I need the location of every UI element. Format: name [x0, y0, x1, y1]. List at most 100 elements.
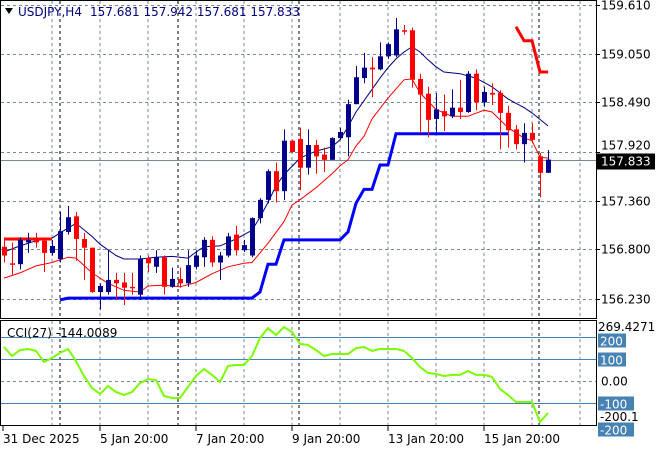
bull-candle	[546, 159, 551, 173]
grid	[1, 1, 596, 425]
bull-candle	[58, 231, 63, 259]
triangle-down-icon[interactable]	[5, 8, 13, 14]
current-price-box	[597, 153, 655, 170]
cci-level-label: 200	[600, 335, 623, 349]
bull-candle	[226, 236, 231, 256]
bear-candle	[10, 263, 15, 265]
cci-max-label: 269.4271	[598, 320, 655, 334]
bull-candle	[242, 245, 247, 251]
bear-candle	[490, 92, 495, 95]
bear-candle	[290, 140, 295, 152]
bull-candle	[306, 145, 311, 168]
bull-candle	[218, 255, 223, 263]
cci-level-box	[598, 333, 626, 348]
bull-candle	[154, 257, 159, 267]
bear-candle	[426, 93, 431, 120]
price-tick-label: 157.360	[601, 195, 651, 209]
bull-candle	[18, 239, 23, 265]
cci-level-box	[598, 422, 634, 437]
bear-candle	[498, 92, 503, 113]
bear-candle	[530, 132, 535, 140]
bull-candle	[450, 107, 455, 117]
bear-candle	[458, 107, 463, 112]
bear-candle	[506, 112, 511, 131]
bull-candle	[522, 132, 527, 145]
cci-pane: 200 100 0.00 -100 -200 269.4271 -200.1	[1, 320, 655, 438]
bear-candle	[114, 279, 119, 284]
bear-candle	[146, 258, 151, 264]
bull-candle	[138, 258, 143, 295]
time-tick-label: 9 Jan 20:00	[292, 432, 360, 446]
bear-candle	[210, 239, 215, 263]
bear-candle	[402, 30, 407, 32]
bull-candle	[170, 278, 175, 287]
bull-candle	[258, 199, 263, 219]
bear-candle	[42, 240, 47, 253]
bear-candle	[370, 67, 375, 70]
cci-line	[3, 325, 549, 424]
bull-candle	[66, 217, 71, 233]
bear-candle	[514, 129, 519, 145]
price-tick-label: 157.920	[601, 139, 651, 153]
bull-candle	[394, 29, 399, 56]
bear-candle	[82, 238, 87, 248]
bear-candle	[122, 282, 127, 288]
current-price-label: 157.833	[601, 155, 651, 169]
cci-level-label: 0.00	[601, 375, 628, 389]
symbol-label: USDJPY,H4	[18, 5, 82, 19]
bull-candle	[434, 109, 439, 119]
bear-candle	[274, 171, 279, 192]
bull-candle	[26, 239, 31, 243]
ohlc-label: 157.681 157.942 157.681 157.833	[90, 5, 300, 19]
bull-candle	[250, 218, 255, 256]
bear-candle	[74, 216, 79, 239]
bear-candle	[34, 238, 39, 243]
bull-candle	[194, 255, 199, 267]
bear-candle	[418, 78, 423, 95]
bear-candle	[474, 73, 479, 103]
cci-level-label: -100	[600, 398, 627, 412]
bear-candle	[178, 278, 183, 284]
main-pane-frame	[0, 0, 597, 319]
bear-candle	[314, 145, 319, 157]
bull-candle	[202, 239, 207, 258]
bear-candle	[538, 156, 543, 173]
bull-candle	[330, 138, 335, 160]
candles	[2, 18, 551, 310]
bear-candle	[90, 247, 95, 293]
bear-candle	[442, 111, 447, 117]
bull-candle	[378, 56, 383, 70]
cci-level-box	[598, 396, 634, 411]
bull-candle	[266, 171, 271, 200]
time-tick-label: 5 Jan 20:00	[100, 432, 168, 446]
price-tick-label: 159.610	[601, 0, 651, 13]
price-tick-label: 159.050	[601, 48, 651, 62]
bear-candle	[162, 257, 167, 287]
cci-min-label: -200.1	[600, 410, 639, 424]
step-low-line	[59, 132, 508, 302]
bull-candle	[186, 265, 191, 284]
bear-candle	[410, 30, 415, 80]
bull-candle	[338, 131, 343, 139]
cci-level-label: 100	[600, 354, 623, 368]
bear-candle	[298, 138, 303, 168]
bull-candle	[354, 77, 359, 105]
bull-candle	[386, 44, 391, 57]
bull-candle	[98, 285, 103, 293]
bull-candle	[50, 245, 55, 253]
time-tick-label: 15 Jan 20:00	[484, 432, 560, 446]
price-tick-label: 156.800	[601, 243, 651, 257]
cci-pane-frame	[0, 320, 597, 426]
bull-candle	[362, 67, 367, 79]
time-tick-label: 31 Dec 2025	[3, 432, 80, 446]
bull-candle	[466, 73, 471, 112]
cci-title: CCI(27) -144.0089	[7, 326, 117, 340]
step-high-line	[514, 25, 548, 74]
chart-header: USDJPY,H4 157.681 157.942 157.681 157.83…	[5, 5, 300, 19]
time-tick-label: 7 Jan 20:00	[196, 432, 264, 446]
bull-candle	[482, 91, 487, 103]
time-tick-label: 13 Jan 20:00	[388, 432, 464, 446]
price-tick-label: 158.490	[601, 96, 651, 110]
